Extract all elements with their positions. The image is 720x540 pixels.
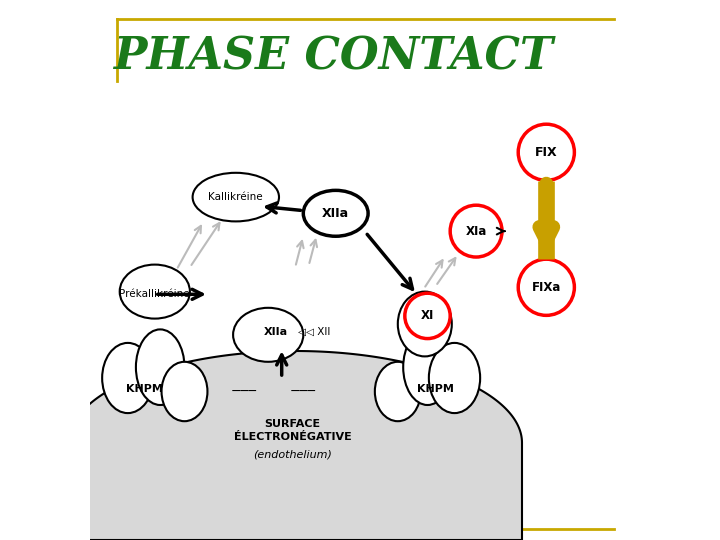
Ellipse shape: [303, 191, 368, 237]
Text: FIXa: FIXa: [531, 281, 561, 294]
Ellipse shape: [403, 329, 452, 405]
Text: (endothelium): (endothelium): [253, 450, 332, 460]
Circle shape: [518, 124, 575, 180]
Text: −: −: [298, 385, 309, 398]
Circle shape: [518, 259, 575, 315]
Text: SURFACE: SURFACE: [264, 419, 320, 429]
Text: XIa: XIa: [465, 225, 487, 238]
Ellipse shape: [375, 362, 420, 421]
Text: −: −: [290, 385, 300, 398]
Text: ÉLECTRONÉGATIVE: ÉLECTRONÉGATIVE: [233, 433, 351, 442]
Text: −: −: [230, 385, 241, 398]
Ellipse shape: [397, 292, 452, 356]
Text: Prékallikréine: Prékallikréine: [120, 289, 190, 299]
Text: PHASE CONTACT: PHASE CONTACT: [113, 35, 553, 78]
Text: ◁◁ XII: ◁◁ XII: [298, 327, 330, 337]
Text: KHPM: KHPM: [417, 384, 454, 394]
Text: −: −: [238, 385, 249, 398]
Text: FIX: FIX: [535, 146, 557, 159]
Text: Kallikréine: Kallikréine: [209, 192, 263, 202]
Ellipse shape: [136, 329, 184, 405]
Text: XIIa: XIIa: [264, 327, 289, 337]
Circle shape: [405, 293, 450, 339]
Text: XI: XI: [420, 309, 434, 322]
Polygon shape: [68, 351, 522, 540]
Text: XIIa: XIIa: [322, 207, 349, 220]
Circle shape: [450, 205, 502, 257]
Ellipse shape: [233, 308, 303, 362]
Ellipse shape: [120, 265, 190, 319]
Text: KHPM: KHPM: [125, 384, 163, 394]
Text: −: −: [247, 385, 257, 398]
Ellipse shape: [193, 173, 279, 221]
Text: −: −: [306, 385, 317, 398]
Ellipse shape: [429, 343, 480, 413]
Ellipse shape: [102, 343, 153, 413]
Ellipse shape: [161, 362, 207, 421]
